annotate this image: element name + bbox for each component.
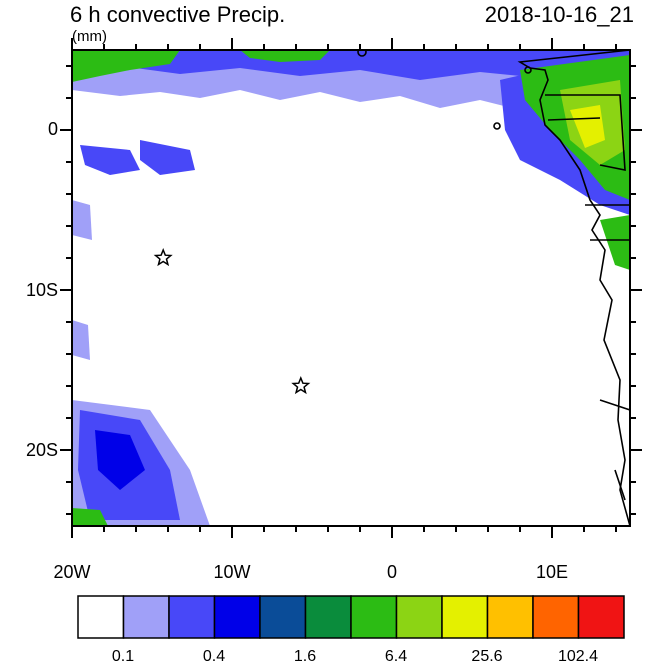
lat-label-0: 0 bbox=[47, 119, 58, 139]
colorbar-swatch bbox=[213, 595, 261, 639]
island-2 bbox=[524, 66, 532, 74]
precip-green-n bbox=[240, 50, 330, 62]
colorbar-label-3: 6.4 bbox=[384, 648, 408, 665]
lon-label-0: 0 bbox=[386, 562, 397, 582]
lat-label-20s: 20S bbox=[25, 440, 58, 460]
colorbar-label-1: 0.4 bbox=[202, 648, 226, 665]
precip-sw-green bbox=[72, 508, 108, 526]
colorbar-swatch bbox=[486, 595, 534, 639]
colorbar-swatch bbox=[304, 595, 352, 639]
colorbar bbox=[77, 595, 625, 639]
precip-west-4 bbox=[72, 320, 90, 360]
island-3 bbox=[357, 50, 367, 57]
plot-frame bbox=[71, 49, 631, 527]
map-date: 2018-10-16_21 bbox=[484, 2, 634, 27]
country-border-2 bbox=[547, 117, 601, 121]
colorbar-swatch bbox=[395, 595, 443, 639]
precip-west-3 bbox=[72, 200, 92, 240]
country-border-6 bbox=[614, 469, 626, 501]
country-border-1 bbox=[545, 94, 626, 171]
precip-field bbox=[72, 50, 630, 526]
precip-band-top-2 bbox=[72, 50, 630, 80]
colorbar-label-4: 25.6 bbox=[471, 648, 503, 665]
colorbar-swatch bbox=[259, 595, 307, 639]
precip-east-yellow bbox=[570, 105, 605, 148]
star-markers bbox=[153, 247, 311, 395]
colorbar-label-0: 0.1 bbox=[111, 648, 135, 665]
lon-label-10w: 10W bbox=[213, 562, 251, 582]
colorbar-swatch bbox=[77, 595, 125, 639]
lat-label-10s: 10S bbox=[25, 280, 58, 300]
colorbar-swatch bbox=[350, 595, 398, 639]
star-2-marker bbox=[291, 375, 311, 395]
colorbar-swatch bbox=[532, 595, 580, 639]
island bbox=[493, 122, 501, 130]
precip-west-2 bbox=[140, 140, 195, 175]
colorbar-label-2: 1.6 bbox=[293, 648, 317, 665]
country-border-5 bbox=[599, 399, 630, 411]
precip-west-1 bbox=[80, 145, 140, 175]
precip-east-green-2 bbox=[600, 215, 630, 270]
map-title: 6 h convective Precip. bbox=[70, 2, 286, 27]
star-1-marker bbox=[153, 247, 173, 267]
precip-green-nw bbox=[72, 50, 180, 82]
tick-marks bbox=[60, 38, 642, 538]
lon-label-20w: 20W bbox=[53, 562, 91, 582]
colorbar-swatch bbox=[577, 595, 625, 639]
colorbar-label-5: 102.4 bbox=[557, 648, 599, 665]
precip-sw-3 bbox=[95, 430, 145, 490]
colorbar-swatch bbox=[441, 595, 489, 639]
colorbar-swatch bbox=[168, 595, 216, 639]
lon-label-10e: 10E bbox=[535, 562, 569, 582]
colorbar-swatch bbox=[122, 595, 170, 639]
units-label: (mm) bbox=[72, 28, 107, 45]
coastline bbox=[357, 50, 630, 526]
